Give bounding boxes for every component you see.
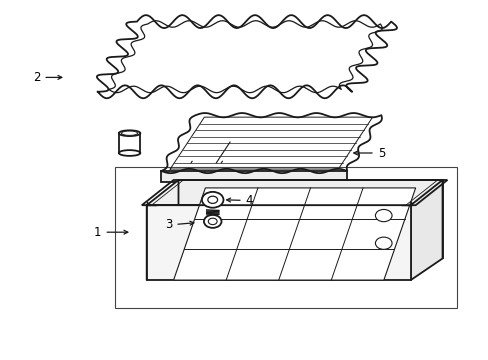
Text: 3: 3 [164, 219, 194, 231]
Polygon shape [178, 180, 442, 258]
Text: 1: 1 [94, 226, 127, 239]
Polygon shape [146, 180, 178, 280]
Text: 4: 4 [226, 194, 253, 207]
Circle shape [375, 237, 391, 249]
Circle shape [203, 215, 221, 228]
Text: 2: 2 [33, 71, 61, 84]
Ellipse shape [121, 131, 138, 135]
Polygon shape [161, 171, 346, 182]
Polygon shape [173, 188, 415, 280]
Ellipse shape [119, 130, 140, 136]
Ellipse shape [119, 150, 140, 156]
Circle shape [207, 196, 217, 203]
Text: 5: 5 [353, 147, 385, 159]
Polygon shape [146, 205, 410, 280]
Polygon shape [410, 180, 442, 280]
Circle shape [208, 218, 217, 225]
Bar [115, 167, 456, 308]
Circle shape [202, 192, 223, 208]
Circle shape [375, 210, 391, 222]
